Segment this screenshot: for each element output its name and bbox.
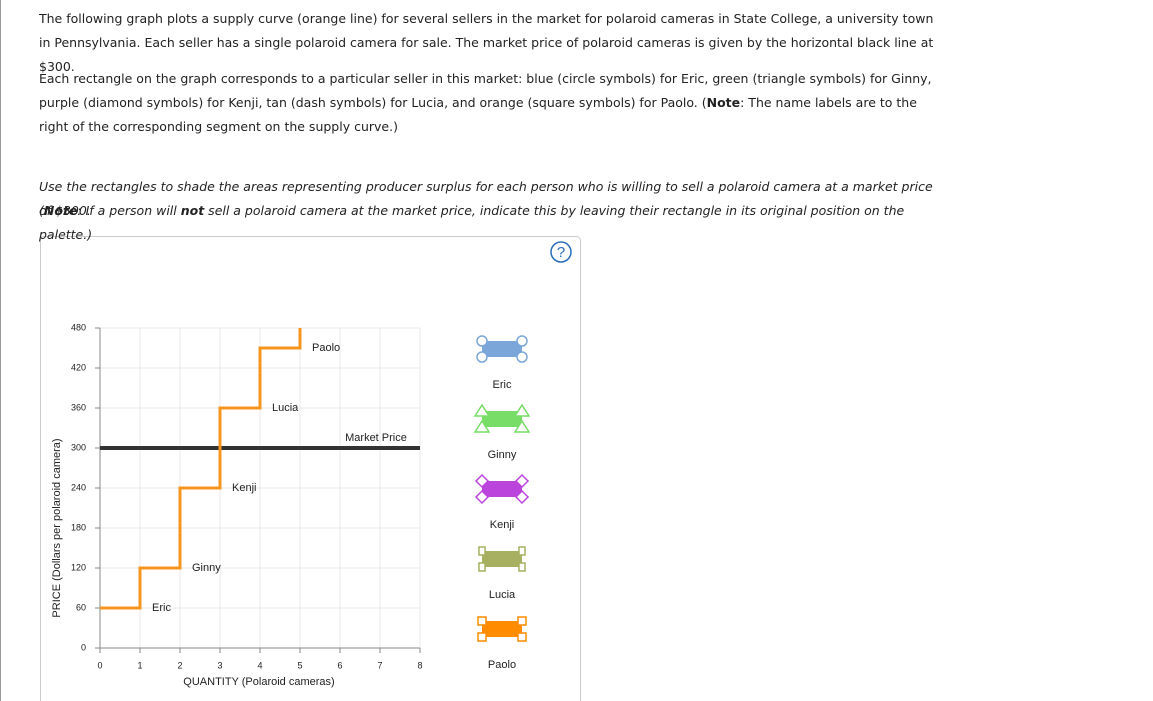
handle[interactable]	[518, 562, 526, 572]
handle[interactable]	[516, 335, 528, 347]
graph-frame	[40, 236, 581, 701]
y-tick-label: 300	[71, 442, 86, 452]
palette-label: Kenji	[490, 519, 514, 531]
x-tick-label: 2	[177, 660, 182, 670]
palette-rect[interactable]	[482, 341, 522, 357]
handle[interactable]	[514, 489, 530, 505]
x-tick-label: 3	[217, 660, 222, 670]
handle[interactable]	[474, 489, 490, 505]
segment-label: Paolo	[312, 342, 340, 354]
palette-rect[interactable]	[482, 411, 522, 427]
intro: The following graph plots a supply curve…	[39, 11, 934, 74]
bold-text: not	[180, 203, 205, 218]
segment-label: Eric	[152, 602, 171, 614]
segment-label: Lucia	[272, 402, 299, 414]
x-tick-label: 5	[297, 660, 302, 670]
y-tick-label: 120	[71, 562, 86, 572]
x-tick-label: 0	[97, 660, 102, 670]
supply-curve	[100, 328, 302, 610]
handle[interactable]	[474, 473, 490, 489]
bold-text: Note	[43, 203, 78, 218]
y-tick-label: 420	[71, 362, 86, 372]
y-tick-label: 0	[81, 642, 86, 652]
text: (	[39, 203, 44, 218]
handle[interactable]	[517, 616, 527, 626]
handle[interactable]	[476, 351, 488, 363]
handle[interactable]	[478, 562, 486, 572]
y-tick-label: 180	[71, 522, 86, 532]
palette-rect[interactable]	[482, 621, 522, 637]
palette-label: Eric	[493, 379, 512, 391]
legend-text: Each rectangle on the graph corresponds …	[39, 67, 939, 139]
x-tick-label: 8	[417, 660, 422, 670]
y-tick-label: 60	[76, 602, 86, 612]
handle[interactable]	[477, 632, 487, 642]
palette-label: Paolo	[488, 659, 516, 671]
handle[interactable]	[478, 546, 486, 556]
text: Each rectangle on the graph corresponds …	[39, 71, 932, 110]
y-tick-label: 480	[71, 322, 86, 332]
palette-rect[interactable]	[482, 481, 522, 497]
handle[interactable]	[473, 403, 491, 417]
handle[interactable]	[513, 419, 531, 433]
y-tick-label: 240	[71, 482, 86, 492]
x-tick-label: 1	[137, 660, 142, 670]
help-icon[interactable]	[550, 241, 572, 263]
text: : The name labels are to the right of th…	[39, 95, 917, 134]
segment-label: Kenji	[232, 482, 256, 494]
handle[interactable]	[514, 473, 530, 489]
palette-label: Ginny	[488, 449, 517, 461]
x-tick-label: 4	[257, 660, 262, 670]
y-axis-label: PRICE (Dollars per polaroid camera)	[51, 438, 63, 617]
instruction: Use the rectangles to shade the areas re…	[39, 179, 933, 218]
text: sell a polaroid camera at the market pri…	[39, 203, 905, 242]
handle[interactable]	[473, 419, 491, 433]
x-tick-label: 7	[377, 660, 382, 670]
palette-label: Lucia	[489, 589, 516, 601]
x-axis-label: QUANTITY (Polaroid cameras)	[183, 676, 334, 688]
x-tick-label: 6	[337, 660, 342, 670]
text: : If a person will	[77, 203, 181, 218]
handle[interactable]	[518, 546, 526, 556]
market-price-label: Market Price	[345, 432, 407, 444]
handle[interactable]	[513, 403, 531, 417]
handle[interactable]	[517, 632, 527, 642]
bold-text: Note	[706, 95, 741, 110]
handle[interactable]	[476, 335, 488, 347]
handle[interactable]	[477, 616, 487, 626]
y-tick-label: 360	[71, 402, 86, 412]
handle[interactable]	[516, 351, 528, 363]
segment-label: Ginny	[192, 562, 221, 574]
palette-rect[interactable]	[482, 551, 522, 567]
help-icon-text[interactable]: ?	[557, 244, 565, 261]
note: (Note: If a person will not sell a polar…	[39, 199, 939, 247]
